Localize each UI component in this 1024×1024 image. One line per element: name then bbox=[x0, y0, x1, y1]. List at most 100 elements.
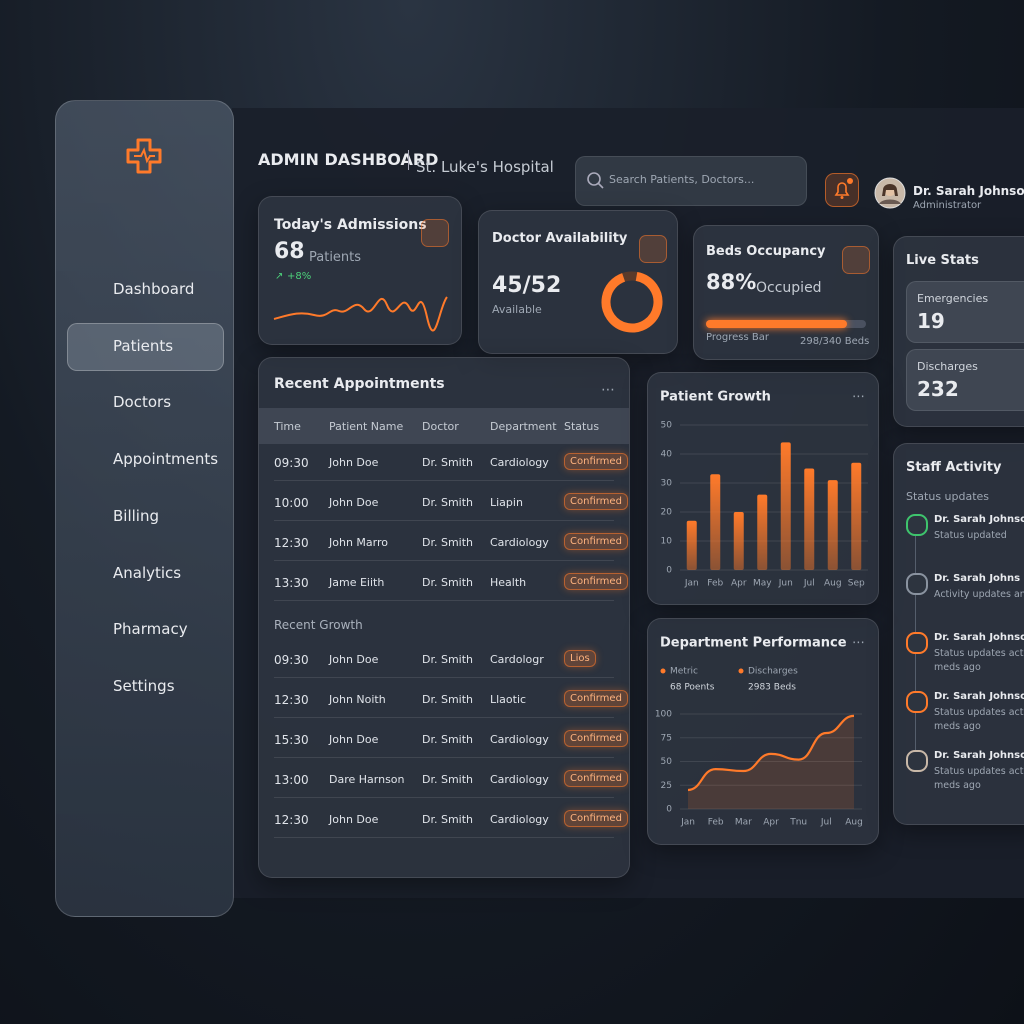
nav-label: Analytics bbox=[113, 563, 182, 582]
table-cell: Dr. Smith bbox=[422, 693, 474, 706]
activity-detail: Status updated bbox=[934, 530, 1007, 541]
nav-item[interactable]: Doctors bbox=[76, 389, 216, 415]
legend-dot bbox=[738, 668, 744, 674]
table-cell: Dr. Smith bbox=[422, 653, 474, 666]
nav-label: Appointments bbox=[113, 450, 219, 469]
activity-name: Dr. Sarah Johnson bbox=[934, 691, 1024, 702]
x-tick-label: Aug bbox=[845, 818, 863, 828]
bell-icon bbox=[834, 178, 853, 199]
staff-activity-card: Staff Activity Status updates Dr. Sarah … bbox=[893, 443, 1024, 825]
activity-time: meds ago bbox=[934, 662, 981, 673]
nav-item[interactable]: Pharmacy bbox=[76, 616, 216, 642]
chart-title: Patient Growth bbox=[660, 390, 771, 405]
x-tick-label: Jul bbox=[803, 579, 815, 589]
status-pill: Confirmed bbox=[564, 730, 628, 747]
x-tick-label: Apr bbox=[763, 818, 779, 828]
nav-label: Pharmacy bbox=[113, 620, 188, 639]
table-cell: Dr. Smith bbox=[422, 813, 474, 826]
y-tick-label: 20 bbox=[661, 508, 673, 518]
table-cell: 13:00 bbox=[274, 773, 309, 787]
avatar bbox=[874, 177, 906, 209]
nav-item[interactable]: Dashboard bbox=[76, 276, 216, 302]
divider bbox=[408, 150, 409, 170]
row-divider bbox=[274, 480, 614, 481]
stat-value: 19 bbox=[917, 309, 945, 333]
table-cell: Dr. Smith bbox=[422, 773, 474, 786]
column-header: Time bbox=[274, 420, 301, 433]
column-header: Department bbox=[490, 420, 557, 433]
card-subtitle: Status updates bbox=[906, 490, 990, 503]
legend-detail: 68 Poents bbox=[670, 683, 715, 693]
bar bbox=[827, 480, 838, 570]
status-pill: Confirmed bbox=[564, 493, 628, 510]
user-role: Administrator bbox=[913, 200, 982, 211]
search-icon bbox=[587, 172, 604, 189]
admissions-unit: Patients bbox=[309, 250, 362, 265]
table-cell: John Doe bbox=[329, 456, 379, 469]
legend-label: Discharges bbox=[748, 667, 798, 677]
admissions-change: +8% bbox=[287, 271, 312, 282]
activity-name: Dr. Sarah Johns bbox=[934, 573, 1021, 584]
y-tick-label: 0 bbox=[666, 566, 672, 576]
nav-item[interactable]: Settings bbox=[76, 673, 216, 699]
activity-icon bbox=[906, 750, 928, 772]
table-cell: Cardiology bbox=[490, 773, 549, 786]
status-pill: Confirmed bbox=[564, 770, 628, 787]
search-placeholder: Search Patients, Doctors... bbox=[609, 173, 755, 186]
admissions-change-arrow: ↗ bbox=[275, 271, 284, 282]
line bbox=[687, 714, 855, 792]
card-title: Recent Appointments bbox=[274, 376, 445, 392]
bar-chart: Patient Growth ⋯ 0 10 20 30 40 50 Jan Feb Apr May Ju… bbox=[660, 390, 868, 589]
sidebar: Dashboard Patients Doctors Appointments Bill… bbox=[55, 100, 234, 917]
row-divider bbox=[274, 797, 614, 798]
beds-caption: Occupied bbox=[756, 280, 822, 296]
x-tick-label: Jun bbox=[778, 579, 793, 589]
y-tick-label: 40 bbox=[661, 450, 673, 460]
y-tick-label: 100 bbox=[655, 710, 672, 720]
nav-label: Settings bbox=[113, 676, 175, 695]
nav-label: Dashboard bbox=[113, 280, 195, 298]
user-name: Dr. Sarah Johnson bbox=[913, 184, 1024, 198]
x-tick-label: May bbox=[753, 579, 772, 589]
x-tick-label: Aug bbox=[824, 579, 842, 589]
table-cell: Cardiology bbox=[490, 456, 549, 469]
row-divider bbox=[274, 717, 614, 718]
nav-active bbox=[67, 322, 224, 371]
y-tick-label: 10 bbox=[661, 537, 673, 547]
line-chart: Department Performance ⋯ 0 25 50 75 100 Jan Feb M… bbox=[655, 636, 865, 828]
table-cell: Cardiology bbox=[490, 813, 549, 826]
table-cell: John Noith bbox=[329, 693, 386, 706]
doctor-availability-card: Doctor Availability 45/52 Available bbox=[478, 210, 678, 354]
nav-item[interactable]: Patients bbox=[76, 333, 216, 359]
x-tick-label: Sep bbox=[848, 579, 865, 589]
nav-item[interactable]: Analytics bbox=[76, 560, 216, 586]
more-button[interactable]: ⋯ bbox=[852, 390, 865, 405]
card-title: Beds Occupancy bbox=[706, 244, 826, 259]
notification-button[interactable] bbox=[825, 173, 859, 207]
x-tick-label: Tnu bbox=[789, 818, 807, 828]
nav-item[interactable]: Billing bbox=[76, 503, 216, 529]
status-pill: Confirmed bbox=[564, 453, 628, 470]
table-cell: Health bbox=[490, 576, 527, 589]
nav-item[interactable]: Appointments bbox=[76, 446, 219, 472]
card-title: Staff Activity bbox=[906, 460, 1002, 475]
table-cell: Dr. Smith bbox=[422, 576, 474, 589]
table-cell: John Doe bbox=[329, 653, 379, 666]
y-tick-label: 25 bbox=[661, 781, 672, 791]
patient-growth-card: Patient Growth ⋯ 0 10 20 30 40 50 Jan Feb Apr May Ju… bbox=[647, 372, 879, 605]
status-pill: Confirmed bbox=[564, 810, 628, 827]
search-box[interactable]: Search Patients, Doctors... bbox=[575, 156, 807, 206]
more-button[interactable]: ⋯ bbox=[601, 382, 615, 398]
y-tick-label: 30 bbox=[661, 479, 673, 489]
bar bbox=[780, 442, 791, 570]
more-button[interactable]: ⋯ bbox=[852, 636, 865, 651]
progress-track bbox=[706, 320, 866, 328]
table-cell: John Doe bbox=[329, 813, 379, 826]
table-cell: John Doe bbox=[329, 733, 379, 746]
table-cell: Dr. Smith bbox=[422, 456, 474, 469]
card-icon bbox=[639, 235, 667, 263]
legend-label: Metric bbox=[670, 667, 698, 677]
x-tick-label: Feb bbox=[708, 818, 724, 828]
table-cell: Liapin bbox=[490, 496, 523, 509]
